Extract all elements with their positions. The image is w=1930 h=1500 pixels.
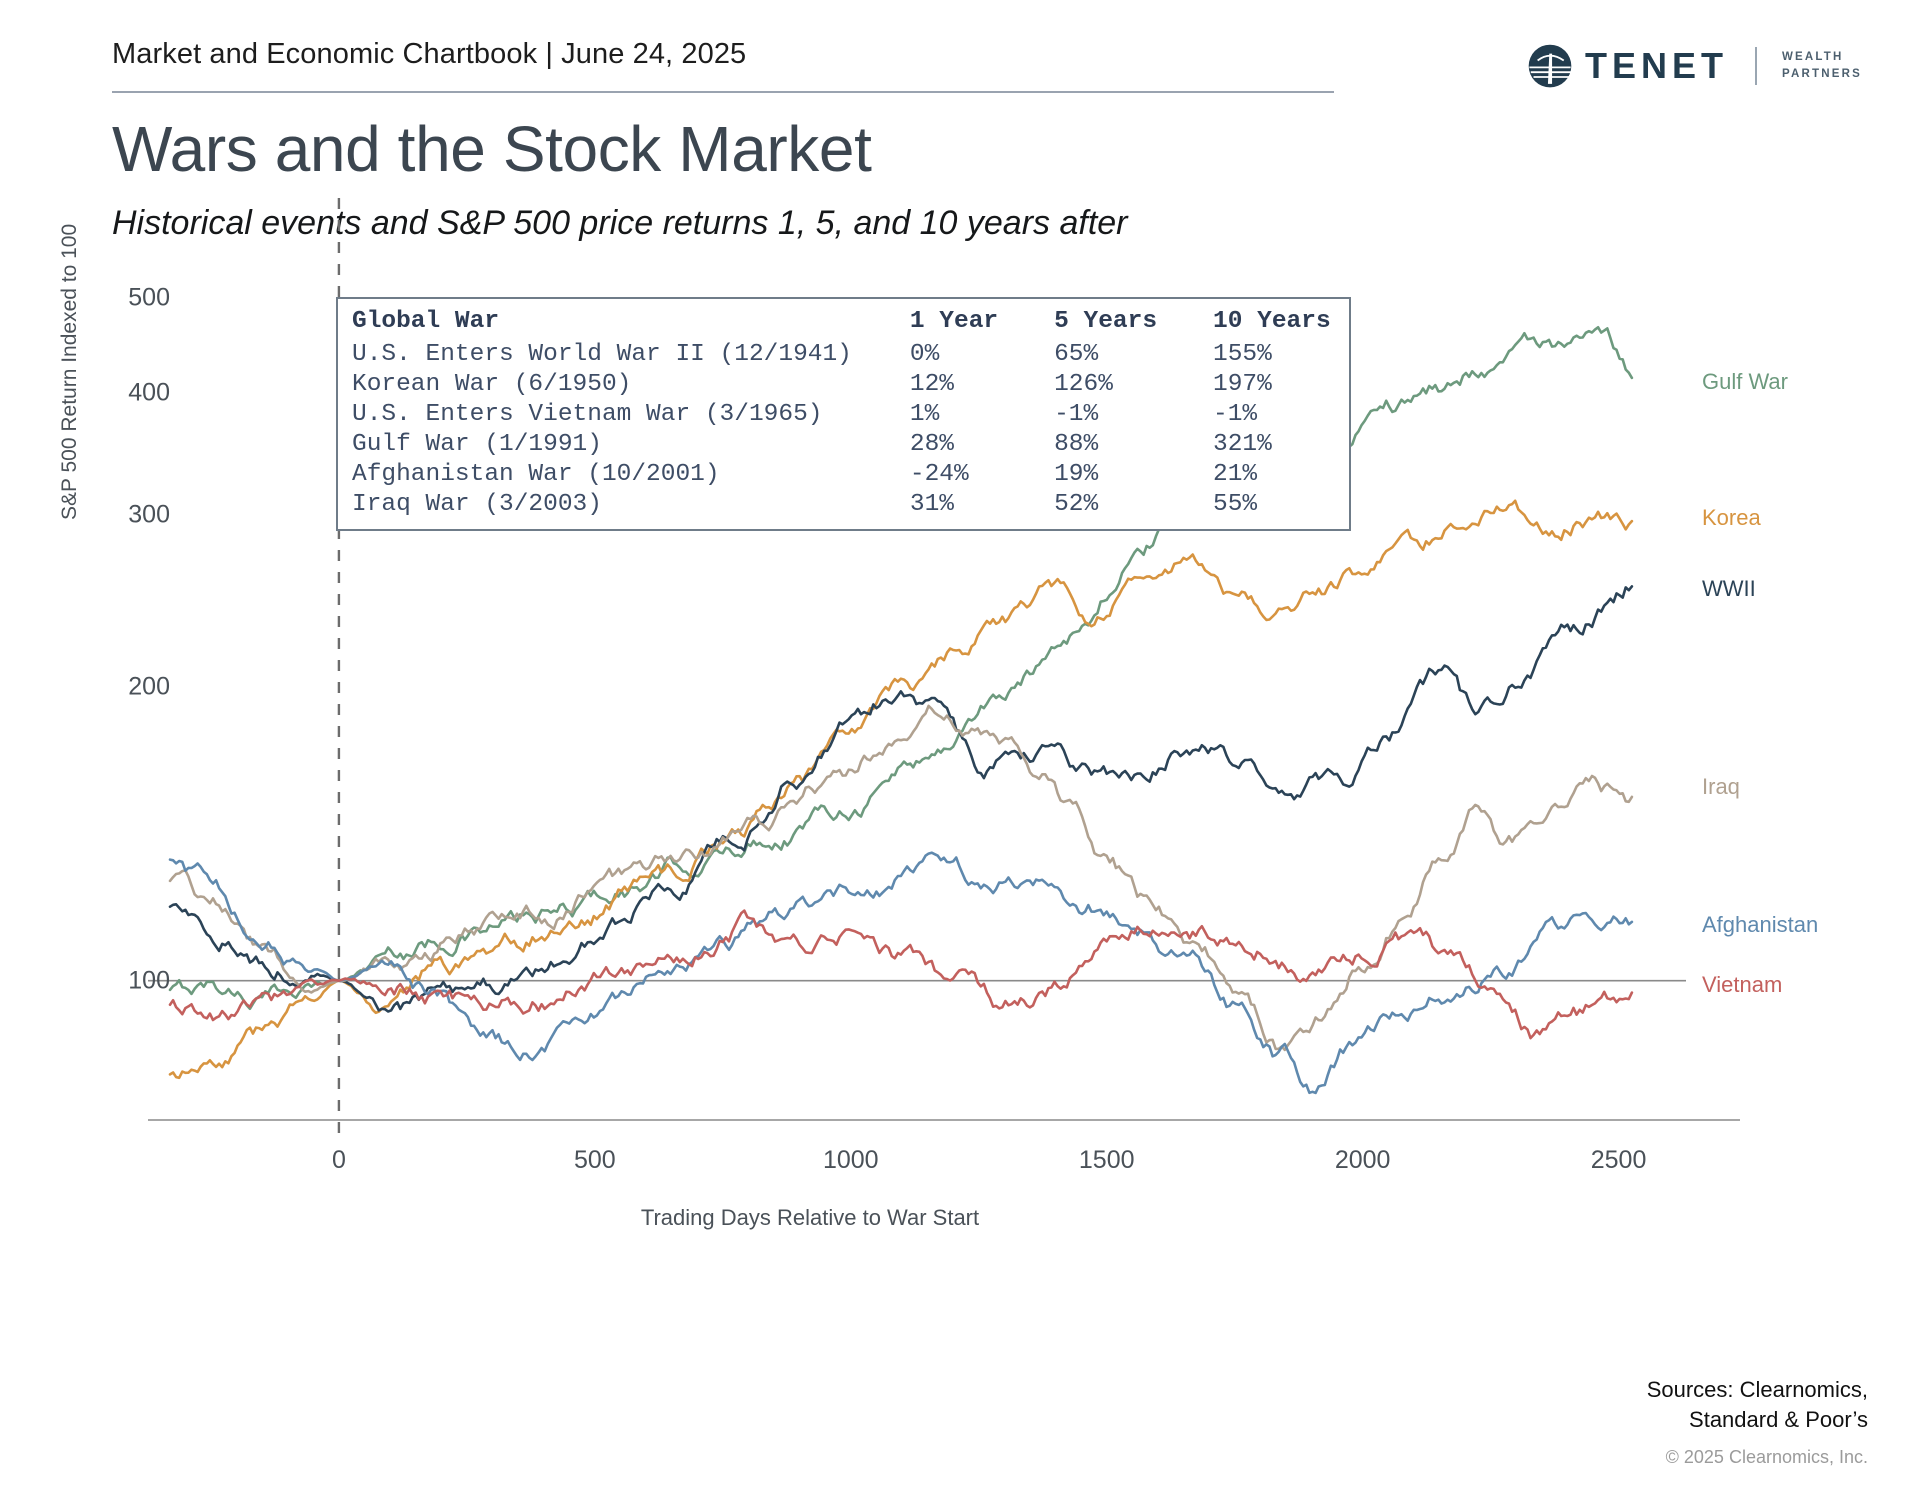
table-row: Iraq War (3/2003) 31% 52% 55% — [352, 490, 1335, 520]
cell-y1: 1% — [909, 401, 940, 428]
cell-y10: 321% — [1213, 431, 1272, 458]
y-tick-100: 100 — [128, 966, 170, 995]
cell-war: Iraq War (3/2003) — [352, 491, 602, 518]
returns-table: Global War 1 Year 5 Years 10 Years U.S. … — [352, 306, 1335, 520]
y-tick-500: 500 — [128, 283, 170, 312]
table-body: U.S. Enters World War II (12/1941) 0% 65% 1… — [352, 340, 1335, 520]
series-line-vietnam — [168, 909, 1634, 1040]
series-label-gulf-war: Gulf War — [1702, 369, 1788, 395]
cell-war: Gulf War (1/1991) — [352, 431, 602, 458]
cell-war: U.S. Enters World War II (12/1941) — [352, 341, 852, 368]
copyright-note: © 2025 Clearnomics, Inc. — [1665, 1447, 1868, 1467]
table-row: Gulf War (1/1991) 28% 88% 321% — [352, 430, 1335, 460]
cell-y5: -1% — [1054, 401, 1099, 428]
x-axis-label: Trading Days Relative to War Start — [640, 1205, 980, 1230]
series-label-iraq: Iraq — [1702, 773, 1740, 799]
chartbook-label: Market and Economic Chartbook | June 24,… — [112, 38, 747, 70]
x-tick-1000: 1000 — [822, 1146, 879, 1174]
y-tick-200: 200 — [128, 672, 170, 701]
series-line-korea — [168, 499, 1634, 1080]
series-label-korea: Korea — [1702, 504, 1761, 530]
cell-y5: 65% — [1054, 341, 1099, 368]
table-row: U.S. Enters World War II (12/1941) 0% 65% 1… — [352, 340, 1335, 370]
series-line-wwii — [168, 585, 1634, 1013]
wars-stock-market-chart: S&P 500 Return Indexed to 100 100 200 300 4… — [0, 0, 1819, 1260]
table-row: Korean War (6/1950) 12% 126% 197% — [352, 370, 1335, 400]
page-title: Wars and the Stock Market — [112, 113, 872, 185]
plot-canvas — [148, 198, 1740, 1134]
col-header-war: Global War — [352, 307, 500, 335]
cell-y1: 12% — [909, 371, 954, 398]
sources-line-1: Sources: Clearnomics, — [1646, 1377, 1868, 1402]
tenet-emblem-icon — [1528, 44, 1572, 88]
cell-war: Afghanistan War (10/2001) — [352, 461, 720, 488]
series-label-afghanistan: Afghanistan — [1702, 912, 1819, 938]
cell-y10: 21% — [1213, 461, 1258, 488]
logo-divider — [1754, 47, 1757, 85]
col-header-10y: 10 Years — [1213, 307, 1331, 335]
tagline-line-1: WEALTH — [1781, 51, 1844, 64]
series-label-wwii: WWII — [1702, 575, 1756, 601]
x-tick-2500: 2500 — [1590, 1146, 1647, 1174]
tenet-tagline: WEALTH PARTNERS — [1782, 49, 1862, 82]
tenet-logo: TENET WEALTH PARTNERS — [1528, 44, 1862, 88]
cell-y1: 28% — [909, 431, 954, 458]
y-tick-300: 300 — [128, 500, 170, 529]
cell-y5: 126% — [1054, 371, 1113, 398]
x-tick-1500: 1500 — [1078, 1146, 1135, 1174]
x-tick-500: 500 — [573, 1146, 616, 1174]
war-returns-table: Global War 1 Year 5 Years 10 Years U.S. … — [336, 297, 1351, 531]
cell-y1: 31% — [909, 491, 954, 518]
chartbook-header: Market and Economic Chartbook | June 24,… — [112, 38, 1362, 71]
series-line-iraq — [168, 704, 1634, 1052]
sources-note: Sources: Clearnomics, Standard & Poor’s — [1647, 1375, 1868, 1436]
y-axis-ticks: 100 200 300 400 500 — [0, 0, 170, 1260]
table-header-row: Global War 1 Year 5 Years 10 Years — [352, 306, 1335, 340]
tenet-wordmark: TENET — [1584, 45, 1728, 86]
table-row: U.S. Enters Vietnam War (3/1965) 1% -1% -1% — [352, 400, 1335, 430]
cell-y1: 0% — [909, 341, 940, 368]
cell-y5: 52% — [1054, 491, 1099, 518]
sources-line-2: Standard & Poor’s — [1689, 1407, 1868, 1433]
table-row: Afghanistan War (10/2001) -24% 19% 21% — [352, 460, 1335, 490]
col-header-5y: 5 Years — [1054, 307, 1158, 335]
series-line-gulf-war — [168, 326, 1634, 1011]
cell-war: U.S. Enters Vietnam War (3/1965) — [352, 401, 823, 428]
col-header-1y: 1 Year — [909, 307, 999, 335]
page-subtitle: Historical events and S&P 500 price retu… — [112, 204, 1128, 242]
cell-y10: 55% — [1213, 491, 1258, 518]
y-tick-400: 400 — [128, 378, 170, 407]
x-tick-0: 0 — [331, 1146, 346, 1174]
cell-y5: 88% — [1054, 431, 1099, 458]
cell-y5: 19% — [1054, 461, 1099, 488]
header-divider — [112, 91, 1334, 93]
tagline-line-2: PARTNERS — [1781, 68, 1862, 80]
cell-war: Korean War (6/1950) — [352, 371, 632, 398]
series-line-afghanistan — [168, 851, 1634, 1095]
cell-y10: -1% — [1213, 401, 1258, 428]
cell-y1: -24% — [909, 461, 969, 488]
series-label-vietnam: Vietnam — [1702, 971, 1783, 997]
cell-y10: 197% — [1213, 371, 1272, 398]
x-tick-2000: 2000 — [1334, 1146, 1391, 1174]
cell-y10: 155% — [1213, 341, 1272, 368]
